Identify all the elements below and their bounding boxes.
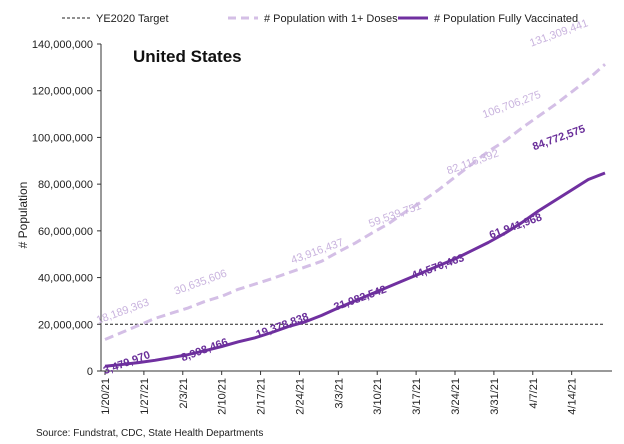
x-tick-label: 3/10/21 [372,378,384,415]
x-tick-label: 3/17/21 [411,378,423,415]
y-ticks: 0 20,000,000 40,000,000 60,000,000 80,000,00… [32,39,101,378]
annotation-fully-vaccinated: 3,479,970 [102,349,152,377]
x-tick-label: 3/24/21 [450,378,462,415]
x-tick-label: 1/20/21 [100,378,112,415]
y-tick-label: 20,000,000 [38,319,93,331]
y-tick-label: 60,000,000 [38,226,93,238]
y-tick-label: 140,000,000 [32,39,93,51]
annotation-one-dose: 18,189,363 [95,297,151,327]
y-axis-title: # Population [16,182,30,249]
y-tick-label: 120,000,000 [32,86,93,98]
annotation-one-dose: 106,706,275 [481,89,543,121]
x-tick-label: 2/3/21 [178,378,190,409]
annotation-fully-vaccinated: 61,941,968 [488,211,544,241]
source-note: Source: Fundstrat, CDC, State Health Dep… [36,428,263,439]
x-tick-label: 4/14/21 [567,378,579,415]
y-tick-label: 40,000,000 [38,273,93,285]
x-tick-label: 2/17/21 [256,378,268,415]
annotation-fully-vaccinated: 84,772,575 [531,123,587,153]
annotation-fully-vaccinated: 31,082,542 [332,284,388,314]
x-ticks: 1/20/21 1/27/21 2/3/21 2/10/21 2/17/21 2/24/2… [100,371,579,415]
x-tick-label: 2/24/21 [294,378,306,415]
x-tick-label: 1/27/21 [139,378,151,415]
x-tick-label: 3/3/21 [333,378,345,409]
annotation-fully-vaccinated: 44,570,463 [410,252,466,282]
x-tick-label: 4/7/21 [528,378,540,409]
legend-fully-vaccinated-label: # Population Fully Vaccinated [434,13,578,25]
series-line-one-dose [104,63,606,341]
annotations: 18,189,36330,635,60643,916,43759,539,751… [95,17,590,377]
series-layer [104,63,606,368]
y-tick-label: 80,000,000 [38,179,93,191]
y-tick-label: 0 [87,366,93,378]
annotation-fully-vaccinated: 19,378,838 [254,311,310,341]
legend: YE2020 Target # Population with 1+ Doses… [62,13,578,25]
x-tick-label: 3/31/21 [489,378,501,415]
annotation-one-dose: 59,539,751 [367,200,423,230]
legend-one-dose-label: # Population with 1+ Doses [264,13,398,25]
legend-target-label: YE2020 Target [96,13,169,25]
chart-title: United States [133,47,242,66]
annotation-fully-vaccinated: 8,998,466 [180,336,230,364]
x-tick-label: 2/10/21 [217,378,229,415]
annotation-one-dose: 82,116,392 [445,147,500,177]
annotation-one-dose: 30,635,606 [173,268,229,298]
series-line-fully-vaccinated [104,171,606,368]
y-tick-label: 100,000,000 [32,132,93,144]
